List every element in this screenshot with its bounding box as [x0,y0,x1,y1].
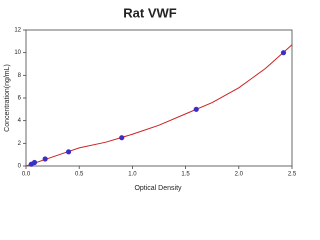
chart-title: Rat VWF [123,5,177,20]
data-point [280,50,287,56]
x-tick-label: 1.5 [181,172,190,178]
y-tick-label: 12 [14,28,21,34]
y-tick-label: 6 [18,96,22,102]
data-point [193,106,199,112]
y-tick-label: 0 [18,164,22,170]
data-point [31,159,38,166]
data-point [42,156,48,162]
chart: Rat VWF Optical Density Concentration(ng… [4,5,297,192]
x-tick-label: 2.0 [235,172,244,178]
x-tick-label: 2.5 [288,172,297,178]
data-point [119,135,125,141]
y-axis-title: Concentration(ng/mL) [4,64,11,132]
fit-curve [25,44,293,167]
x-tick-label: 0.5 [75,172,84,178]
data-point [65,149,72,155]
x-tick-label: 0.0 [22,172,31,178]
y-tick-label: 2 [18,141,22,147]
y-tick-label: 10 [14,50,21,56]
x-tick-label: 1.0 [128,172,137,178]
x-axis-title: Optical Density [134,185,182,192]
y-tick-label: 8 [18,73,22,79]
y-tick-label: 4 [18,118,22,124]
plot-frame [25,29,293,167]
